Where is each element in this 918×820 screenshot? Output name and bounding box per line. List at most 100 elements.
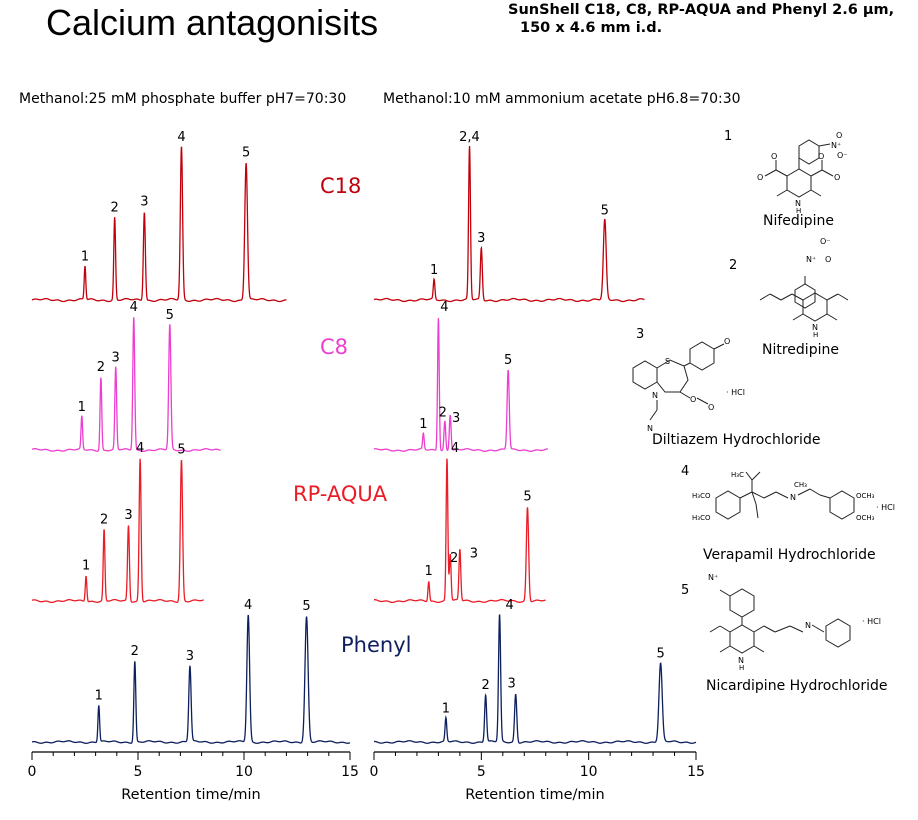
peak-label-c18-col1-2: 3 — [140, 194, 148, 209]
svg-text:H₃C: H₃C — [731, 471, 744, 479]
nifedipine-structure-icon: N⁺ O O⁻ O O O O N H — [757, 131, 848, 215]
peak-label-phenyl-col2-2: 4 — [505, 598, 513, 613]
svg-text:O: O — [724, 337, 730, 346]
svg-text:N: N — [652, 391, 658, 400]
peak-label-c18-col2-3: 5 — [601, 203, 609, 218]
x-tick-label-col2-10: 10 — [580, 764, 598, 780]
peak-label-phenyl-col2-0: 1 — [442, 701, 450, 716]
svg-text:O: O — [771, 152, 777, 161]
verapamil-structure-icon: N H₃C CH₃ H₃CO H₃CO OCH₃ OCH₃ · HCl — [692, 471, 895, 522]
peak-label-rp-aqua-col1-1: 2 — [100, 513, 108, 528]
trace-rp-aqua-col2 — [373, 458, 546, 604]
svg-text:H: H — [739, 664, 744, 672]
svg-text:N: N — [795, 199, 801, 208]
svg-text:O: O — [825, 255, 831, 264]
svg-text:H₃CO: H₃CO — [692, 492, 711, 500]
svg-text:S: S — [665, 357, 670, 366]
compound-structures: 1 N⁺ O O⁻ O O O O N H Nifedipine 2 — [632, 129, 895, 694]
svg-text:· HCl: · HCl — [876, 503, 895, 512]
diltiazem-structure-icon: O S N N O O · HCl — [632, 337, 745, 433]
peak-label-c8-col2-4: 5 — [504, 353, 512, 368]
right-mobile-phase-label: Methanol:10 mM ammonium acetate pH6.8=70… — [383, 91, 741, 107]
x-tick-label-col1-10: 10 — [235, 764, 253, 780]
peak-label-c18-col1-1: 2 — [111, 200, 119, 215]
peak-label-rp-aqua-col2-2: 2 — [450, 551, 458, 566]
svg-text:O: O — [690, 395, 696, 404]
peak-label-rp-aqua-col1-2: 3 — [124, 508, 132, 523]
svg-text:O: O — [836, 131, 842, 140]
svg-text:OCH₃: OCH₃ — [856, 514, 875, 522]
svg-text:· HCl: · HCl — [726, 388, 745, 397]
compound-number-3: 3 — [636, 327, 644, 342]
x-tick-label-col1-15: 15 — [341, 764, 359, 780]
x-axis-label-col1: Retention time/min — [121, 787, 261, 803]
trace-rp-aqua-col1 — [31, 458, 204, 604]
peak-label-phenyl-col1-0: 1 — [95, 688, 103, 703]
trace-c18-col2 — [373, 146, 645, 303]
x-tick-label-col2-5: 5 — [477, 764, 486, 780]
peak-label-c8-col1-1: 2 — [97, 360, 105, 375]
compound-number-2: 2 — [729, 258, 737, 273]
svg-text:N⁺: N⁺ — [831, 141, 841, 150]
trace-c18-col1 — [31, 146, 287, 303]
compound-name-5: Nicardipine Hydrochloride — [706, 678, 888, 694]
left-mobile-phase-label: Methanol:25 mM phosphate buffer pH7=70:3… — [19, 91, 347, 107]
peak-label-phenyl-col1-4: 5 — [302, 599, 310, 614]
compound-name-4: Verapamil Hydrochloride — [703, 547, 876, 563]
svg-text:N⁺: N⁺ — [806, 255, 816, 264]
nitredipine-structure-icon: N⁺ O⁻ O N H — [759, 237, 849, 339]
compound-number-1: 1 — [724, 129, 732, 144]
peak-label-phenyl-col2-3: 3 — [508, 677, 516, 692]
compound-name-2: Nitredipine — [762, 342, 839, 358]
trace-phenyl-col1 — [31, 614, 351, 744]
svg-text:H: H — [813, 331, 818, 339]
peak-label-rp-aqua-col1-0: 1 — [82, 558, 90, 573]
compound-number-4: 4 — [681, 464, 689, 479]
svg-text:N: N — [812, 323, 818, 332]
peak-label-c18-col2-0: 1 — [430, 263, 438, 278]
peak-label-phenyl-col2-1: 2 — [481, 678, 489, 693]
svg-text:OCH₃: OCH₃ — [856, 492, 875, 500]
phase-label-phenyl: Phenyl — [341, 633, 411, 657]
peak-label-c18-col1-4: 5 — [242, 145, 250, 160]
peak-label-rp-aqua-col2-4: 5 — [523, 490, 531, 505]
peak-label-c8-col2-3: 3 — [452, 411, 460, 426]
svg-text:H₃CO: H₃CO — [692, 514, 711, 522]
peak-label-phenyl-col1-1: 2 — [131, 644, 139, 659]
svg-text:O⁻: O⁻ — [820, 237, 831, 246]
svg-text:O: O — [757, 173, 763, 182]
x-tick-label-col1-5: 5 — [134, 764, 143, 780]
svg-text:N: N — [647, 424, 653, 433]
peak-label-c8-col2-0: 1 — [419, 417, 427, 432]
peak-label-phenyl-col2-4: 5 — [656, 646, 664, 661]
peak-label-c18-col1-3: 4 — [177, 130, 185, 145]
x-tick-label-col2-15: 15 — [687, 764, 705, 780]
peak-label-c18-col2-1: 2,4 — [459, 130, 480, 145]
svg-text:· HCl: · HCl — [862, 617, 881, 626]
svg-text:H: H — [796, 207, 801, 215]
x-tick-label-col1-0: 0 — [28, 764, 37, 780]
x-axis-label-col2: Retention time/min — [465, 787, 605, 803]
svg-text:N: N — [805, 621, 811, 630]
trace-c8-col1 — [31, 317, 221, 452]
svg-text:N⁺: N⁺ — [708, 573, 718, 582]
column-spec-line-2: 150 x 4.6 mm i.d. — [520, 20, 663, 36]
phase-label-c8: C8 — [320, 335, 348, 359]
compound-name-3: Diltiazem Hydrochloride — [652, 432, 820, 448]
svg-text:O: O — [834, 173, 840, 182]
svg-text:O: O — [818, 152, 824, 161]
peak-label-c8-col1-0: 1 — [78, 400, 86, 415]
column-spec-line-1: SunShell C18, C8, RP-AQUA and Phenyl 2.6… — [508, 2, 895, 18]
svg-text:N: N — [738, 656, 744, 665]
peak-label-c8-col1-4: 5 — [166, 308, 174, 323]
phase-label-rp-aqua: RP-AQUA — [293, 482, 388, 506]
peak-label-c8-col1-3: 4 — [130, 300, 138, 315]
page-title: Calcium antagonisits — [46, 2, 379, 43]
x-tick-label-col2-0: 0 — [370, 764, 379, 780]
svg-text:CH₃: CH₃ — [794, 481, 807, 489]
peak-label-c8-col1-2: 3 — [112, 351, 120, 366]
svg-text:O⁻: O⁻ — [837, 151, 848, 160]
peak-label-c8-col2-2: 2 — [439, 406, 447, 421]
peak-label-rp-aqua-col2-3: 3 — [470, 547, 478, 562]
